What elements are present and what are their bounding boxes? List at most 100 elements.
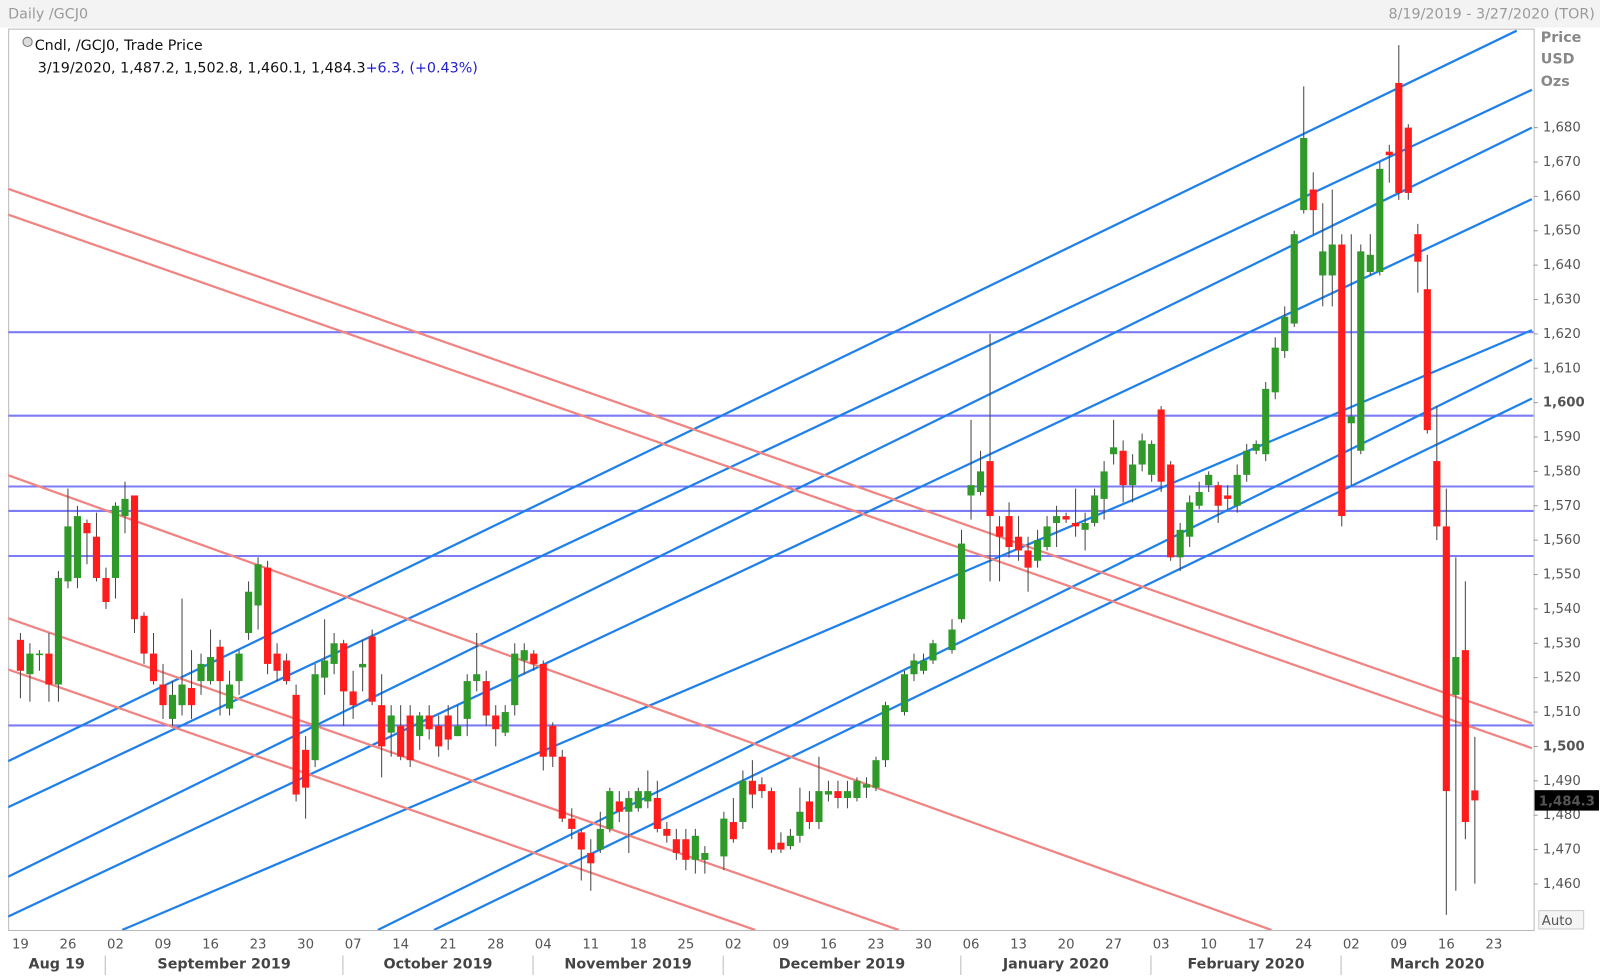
candle-body (1347, 416, 1355, 424)
candle-body (1423, 289, 1431, 431)
x-tick-label: 02 (1343, 937, 1360, 952)
candle-body (549, 725, 557, 757)
candle-body (615, 801, 623, 812)
candle-body (748, 780, 756, 795)
x-tick-label: 23 (868, 937, 885, 952)
header-bar (0, 0, 1600, 28)
candle-body (73, 516, 82, 578)
candle-body (444, 715, 452, 740)
candle-body (225, 684, 234, 709)
month-label: September 2019 (157, 957, 290, 973)
scale-mode[interactable]: Auto (1542, 914, 1573, 929)
candle-body (1442, 526, 1450, 792)
candle-body (625, 797, 633, 812)
y-tick-label: 1,470 (1543, 843, 1581, 858)
x-tick-label: 11 (582, 937, 599, 952)
candle-body (330, 643, 338, 664)
candle-body (1005, 516, 1013, 548)
candle-body (1119, 450, 1127, 486)
candle-body (102, 577, 110, 603)
candle-body (1033, 540, 1042, 561)
y-tick-label: 1,600 (1543, 396, 1585, 411)
candle-body (1072, 522, 1080, 527)
candle-body (577, 832, 585, 850)
candle-body (1205, 474, 1213, 486)
candle-body (986, 461, 994, 517)
candle-body (767, 791, 775, 850)
candle-body (254, 564, 262, 606)
candle-body (786, 835, 794, 847)
x-tick-label: 09 (772, 937, 789, 952)
y-tick-label: 1,560 (1543, 533, 1581, 548)
x-tick-label: 17 (1248, 937, 1265, 952)
legend-icon[interactable] (22, 36, 33, 48)
candle-body (596, 828, 604, 850)
candle-body (720, 818, 728, 857)
candle-body (1148, 443, 1156, 475)
candle-body (1338, 244, 1346, 517)
candle-body (492, 715, 500, 730)
candle-body (1243, 450, 1251, 475)
trend-line (8, 213, 1533, 750)
candle-body (568, 818, 576, 829)
candle-body (1233, 474, 1241, 506)
x-tick-label: 09 (155, 937, 172, 952)
overlay-lines (8, 29, 1534, 930)
scale-mode-button[interactable] (1538, 910, 1585, 930)
candle-body (1053, 516, 1061, 523)
candle-body (1138, 440, 1146, 465)
y-tick-label: 1,520 (1543, 671, 1581, 686)
y-tick-label: 1,530 (1543, 636, 1581, 651)
candle-body (1129, 464, 1137, 486)
trend-line (8, 198, 1533, 918)
candle-body (1186, 502, 1194, 537)
candle-body (454, 725, 462, 737)
month-label: Aug 19 (29, 957, 85, 973)
y-tick-label: 1,490 (1543, 774, 1581, 789)
candle-body (1319, 251, 1327, 276)
x-tick-label: 26 (60, 937, 77, 952)
last-price-label: 1,484.3 (1539, 794, 1595, 809)
candle-body (653, 797, 661, 829)
candle-body (482, 681, 490, 716)
candle-body (178, 684, 186, 706)
candle-body (149, 653, 158, 682)
candle-body (321, 660, 329, 678)
candle-body (1385, 151, 1393, 156)
x-tick-label: 02 (107, 937, 124, 952)
candle-body (853, 780, 861, 798)
candle-body (1157, 409, 1165, 482)
trend-line (8, 126, 1533, 878)
candle-body (1062, 516, 1070, 520)
candle-body (1309, 189, 1317, 211)
trend-line (433, 397, 1533, 930)
candle-body (416, 715, 424, 737)
date-range: 8/19/2019 - 3/27/2020 (TOR) (1389, 6, 1595, 22)
candle-body (1214, 485, 1222, 506)
candle-body (463, 681, 471, 719)
month-label: February 2020 (1187, 957, 1304, 973)
candle-body (881, 705, 890, 761)
x-tick-label: 16 (202, 937, 219, 952)
candle-body (130, 495, 139, 620)
plot-frame (8, 28, 1535, 932)
candle-body (83, 522, 91, 534)
y-tick-label: 1,590 (1543, 430, 1581, 445)
candle-body (111, 505, 120, 578)
candle-body (1328, 244, 1336, 276)
candle-body (1262, 388, 1270, 455)
month-label: November 2019 (564, 957, 691, 973)
candle-body (292, 694, 300, 795)
x-tick-label: 23 (1485, 937, 1502, 952)
y-tick-label: 1,570 (1543, 499, 1581, 514)
candle-body (16, 639, 24, 671)
candle-body (340, 643, 348, 692)
x-tick-label: 13 (1010, 937, 1027, 952)
candle-body (900, 674, 909, 713)
candle-body (530, 653, 538, 664)
candle-body (634, 791, 642, 809)
y-tick-label: 1,630 (1543, 293, 1581, 308)
month-label: October 2019 (383, 957, 492, 973)
candle-body (1461, 650, 1469, 823)
